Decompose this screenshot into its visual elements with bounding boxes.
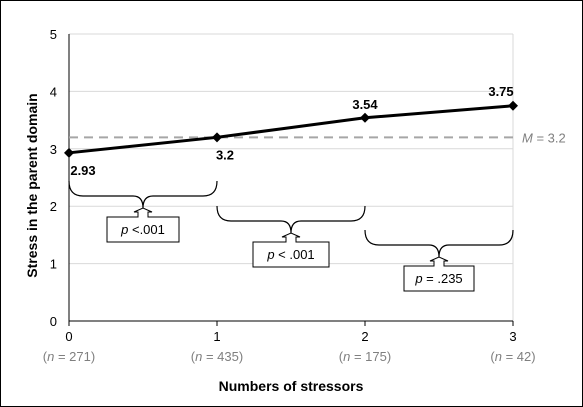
y-tick-label: 2 (50, 199, 57, 214)
data-label: 3.2 (216, 147, 234, 162)
p-value-callout-box (252, 232, 330, 268)
x-axis-title: Numbers of stressors (219, 378, 364, 394)
comparison-brace (364, 229, 514, 258)
comparison-brace (68, 180, 218, 209)
p-value-callout-box (403, 256, 475, 292)
n-label: (n = 42) (490, 349, 535, 364)
p-value-label: p = .235 (414, 271, 462, 286)
comparison-brace (216, 205, 366, 234)
series-line (68, 104, 514, 155)
reference-line-group: M = 3.2 (69, 130, 566, 145)
y-tick-label: 4 (50, 84, 57, 99)
p-value-label: p <.001 (120, 222, 165, 237)
y-tick-label: 5 (50, 27, 57, 42)
axes (68, 34, 514, 326)
y-axis-title: Stress in the parent domain (24, 93, 40, 277)
data-point-marker (508, 100, 518, 111)
y-tick-label: 3 (50, 142, 57, 157)
y-tick-label: 0 (50, 314, 57, 329)
n-label: (n = 175) (339, 349, 391, 364)
n-label: (n = 435) (191, 349, 243, 364)
data-label: 3.54 (352, 97, 378, 112)
x-tick-label: 2 (361, 329, 368, 344)
n-label: (n = 271) (43, 349, 95, 364)
data-point-marker (212, 132, 222, 143)
x-tick-label: 1 (213, 329, 220, 344)
x-tick-label: 3 (509, 329, 516, 344)
mean-reference-label: M = 3.2 (522, 130, 566, 145)
p-value-label: p < .001 (266, 247, 314, 262)
data-point-marker (360, 112, 370, 123)
data-point-marker (64, 147, 74, 158)
data-label: 2.93 (70, 163, 95, 178)
comparison-braces: p <.001 p < .001 p = .235 (68, 180, 514, 292)
p-value-callout-box (106, 207, 180, 243)
series-stress (64, 100, 518, 158)
labels: 0 1 2 3 4 5 0 (n = 271) 1 (n = 435) 2 (n = 175) 3 (n … (24, 27, 536, 394)
data-label: 3.75 (488, 84, 513, 99)
x-tick-label: 0 (65, 329, 72, 344)
y-tick-label: 1 (50, 257, 57, 272)
